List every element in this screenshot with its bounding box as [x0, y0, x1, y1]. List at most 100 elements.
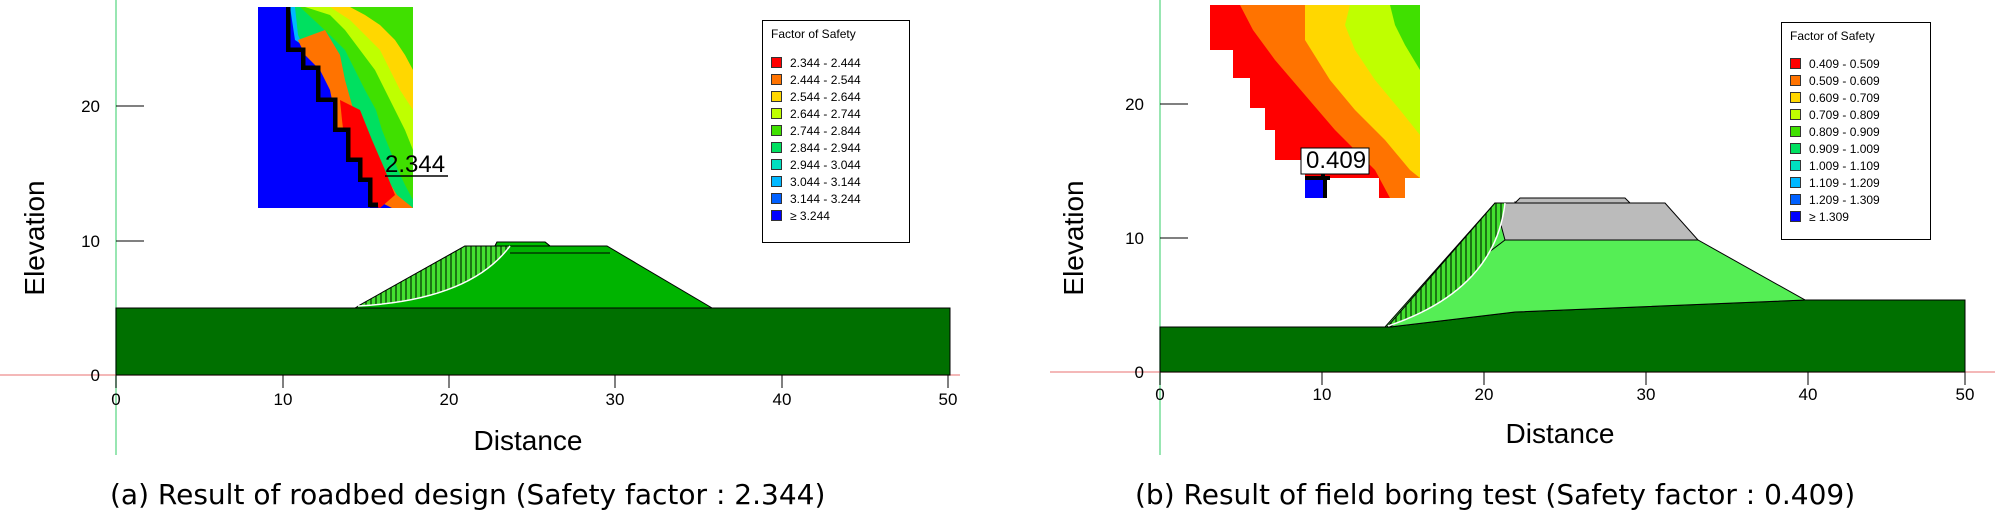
- y-tick-label: 20: [1125, 95, 1144, 114]
- contour-band: [1305, 178, 1325, 198]
- fos-contour-inset: 2.344: [258, 7, 448, 208]
- legend-title: Factor of Safety: [771, 27, 856, 41]
- legend-swatch: [771, 210, 782, 221]
- legend-label: 3.144 - 3.244: [790, 191, 861, 206]
- legend-label: 2.944 - 3.044: [790, 157, 861, 172]
- y-tick-label: 0: [1135, 363, 1144, 382]
- y-tick-label: 20: [81, 97, 100, 116]
- legend-item: 2.444 - 2.544: [771, 71, 861, 88]
- legend-swatch: [771, 142, 782, 153]
- fos-contour-inset: 0.409: [1210, 5, 1420, 198]
- contour-band: [1390, 5, 1420, 70]
- legend-item: 0.809 - 0.909: [1790, 123, 1880, 140]
- legend-swatch: [771, 159, 782, 170]
- legend-item: 2.944 - 3.044: [771, 156, 861, 173]
- caption-a: (a) Result of roadbed design (Safety fac…: [110, 478, 826, 511]
- legend-item: 2.844 - 2.944: [771, 139, 861, 156]
- slip-surface: [357, 245, 511, 307]
- legend-swatch: [771, 193, 782, 204]
- upper-layer-grey: [1494, 197, 1700, 241]
- legend-swatch: [771, 74, 782, 85]
- x-tick-label: 20: [440, 390, 459, 409]
- x-tick-label: 40: [1799, 385, 1818, 404]
- x-tick-label: 50: [1956, 385, 1975, 404]
- legend-label: 0.409 - 0.509: [1809, 56, 1880, 71]
- foundation-layer: [1159, 299, 1966, 373]
- y-tick-label: 0: [91, 366, 100, 385]
- y-tick-label: 10: [81, 232, 100, 251]
- legend-swatch: [771, 125, 782, 136]
- legend-label: 0.609 - 0.709: [1809, 90, 1880, 105]
- legend-item: ≥ 3.244: [771, 207, 830, 224]
- legend-item: 1.209 - 1.309: [1790, 191, 1880, 208]
- slope-chart-b: 20 10 0 0 10 20 30 40 50 Distance Elevat…: [1050, 0, 1995, 455]
- legend-swatch: [771, 57, 782, 68]
- legend-b: Factor of Safety 0.409 - 0.509 0.509 - 0…: [1781, 22, 1931, 240]
- legend-label: 2.344 - 2.444: [790, 55, 861, 70]
- legend-item: 0.709 - 0.809: [1790, 106, 1880, 123]
- min-fos-box: [1300, 147, 1370, 175]
- slip-surface: [1387, 202, 1506, 327]
- x-tick-label: 10: [274, 390, 293, 409]
- legend-swatch: [1790, 160, 1801, 171]
- legend-item: 1.109 - 1.209: [1790, 174, 1880, 191]
- legend-label: 3.044 - 3.144: [790, 174, 861, 189]
- legend-label: ≥ 3.244: [790, 208, 830, 223]
- min-fos-label: 0.409: [1306, 147, 1366, 174]
- legend-swatch: [771, 108, 782, 119]
- x-tick-label: 0: [1155, 385, 1164, 404]
- min-fos-label: 2.344: [385, 151, 445, 178]
- contour-band: [350, 7, 413, 70]
- foundation-layer: [115, 307, 951, 376]
- legend-label: 0.909 - 1.009: [1809, 141, 1880, 156]
- x-tick-label: 50: [939, 390, 958, 409]
- legend-item: 2.344 - 2.444: [771, 54, 861, 71]
- legend-swatch: [1790, 194, 1801, 205]
- legend-item: 3.144 - 3.244: [771, 190, 861, 207]
- slope-face-outline: [1305, 176, 1327, 198]
- slope-chart-a: 20 10 0 0 10 20 30 40 50 Distance Elevat…: [0, 0, 960, 456]
- legend-item: 0.409 - 0.509: [1790, 55, 1880, 72]
- legend-swatch: [771, 91, 782, 102]
- y-axis-title: Elevation: [19, 180, 50, 295]
- legend-item: ≥ 1.309: [1790, 208, 1849, 225]
- legend-item: 0.509 - 0.609: [1790, 72, 1880, 89]
- legend-label: 1.109 - 1.209: [1809, 175, 1880, 190]
- chart-panel-a: 20 10 0 0 10 20 30 40 50 Distance Elevat…: [0, 0, 1000, 525]
- x-tick-label: 40: [773, 390, 792, 409]
- legend-label: 1.209 - 1.309: [1809, 192, 1880, 207]
- x-axis-title: Distance: [1506, 418, 1615, 449]
- legend-swatch: [1790, 177, 1801, 188]
- legend-swatch: [1790, 58, 1801, 69]
- legend-label: 2.444 - 2.544: [790, 72, 861, 87]
- legend-item: 1.009 - 1.109: [1790, 157, 1880, 174]
- legend-item: 2.544 - 2.644: [771, 88, 861, 105]
- y-axis-title: Elevation: [1058, 180, 1089, 295]
- legend-label: 1.009 - 1.109: [1809, 158, 1880, 173]
- x-axis-title: Distance: [474, 425, 583, 456]
- caption-b: (b) Result of field boring test (Safety …: [1135, 478, 1856, 511]
- legend-item: 3.044 - 3.144: [771, 173, 861, 190]
- legend-item: 0.609 - 0.709: [1790, 89, 1880, 106]
- legend-label: 0.509 - 0.609: [1809, 73, 1880, 88]
- contour-band: [340, 100, 395, 208]
- legend-swatch: [1790, 143, 1801, 154]
- legend-label: 2.544 - 2.644: [790, 89, 861, 104]
- legend-swatch: [1790, 211, 1801, 222]
- legend-a: Factor of Safety 2.344 - 2.444 2.444 - 2…: [762, 20, 910, 243]
- chart-panel-b: 20 10 0 0 10 20 30 40 50 Distance Elevat…: [1005, 0, 2008, 525]
- slope-face-outline: [286, 7, 378, 207]
- y-tick-label: 10: [1125, 229, 1144, 248]
- x-tick-label: 0: [111, 390, 120, 409]
- legend-label: 2.644 - 2.744: [790, 106, 861, 121]
- legend-item: 2.744 - 2.844: [771, 122, 861, 139]
- legend-label: 0.709 - 0.809: [1809, 107, 1880, 122]
- legend-swatch: [1790, 109, 1801, 120]
- pavement-layer: [494, 241, 552, 247]
- legend-swatch: [1790, 92, 1801, 103]
- legend-label: ≥ 1.309: [1809, 209, 1849, 224]
- legend-item: 2.644 - 2.744: [771, 105, 861, 122]
- legend-item: 0.909 - 1.009: [1790, 140, 1880, 157]
- legend-label: 0.809 - 0.909: [1809, 124, 1880, 139]
- legend-label: 2.844 - 2.944: [790, 140, 861, 155]
